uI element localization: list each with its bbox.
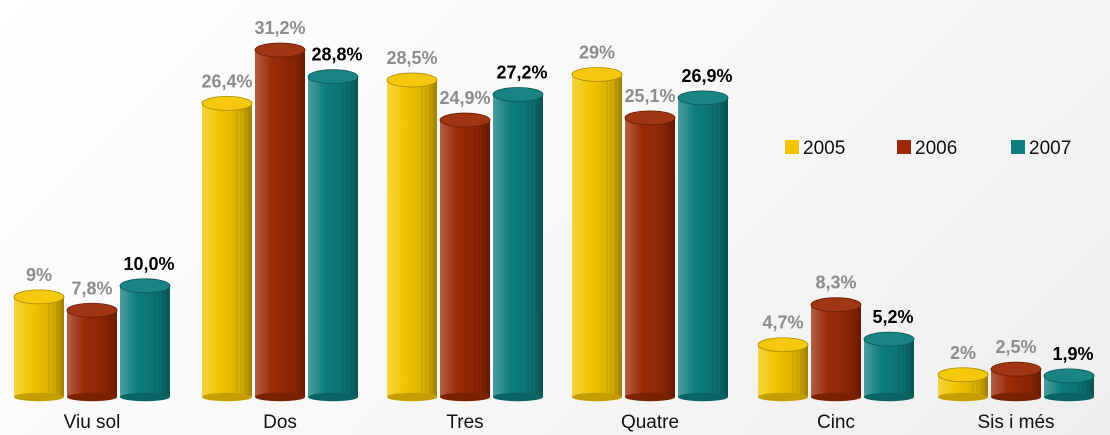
bar-2007-1 (119, 278, 171, 402)
value-label-2007-6: 1,9% (1052, 344, 1093, 364)
bar-2005-5 (757, 337, 809, 402)
value-label-2007-4: 26,9% (681, 66, 732, 86)
bar-2005-6 (937, 367, 989, 402)
category-label-6: Sis i més (977, 412, 1054, 433)
bar-2005-1 (13, 289, 65, 402)
value-label-2005-6: 2% (950, 343, 976, 363)
bar-2006-4 (624, 110, 676, 402)
bar-2006-3 (439, 112, 491, 402)
category-label-5: Cinc (817, 412, 855, 433)
legend-item-2006: 2006 (897, 138, 957, 159)
legend-item-2005: 2005 (785, 138, 845, 159)
bar-2005-3 (386, 72, 438, 402)
value-label-2006-1: 7,8% (71, 278, 112, 298)
bar-2006-6 (990, 361, 1042, 402)
category-label-3: Tres (446, 412, 483, 433)
bar-2005-4 (571, 67, 623, 402)
value-label-2005-4: 29% (579, 42, 615, 62)
value-label-2005-2: 26,4% (201, 71, 252, 91)
legend-label-2007: 2007 (1029, 138, 1071, 159)
legend-item-2007: 2007 (1011, 138, 1071, 159)
value-label-2005-5: 4,7% (762, 313, 803, 333)
value-label-2007-2: 28,8% (311, 45, 362, 65)
value-label-2006-4: 25,1% (624, 86, 675, 106)
value-label-2006-2: 31,2% (254, 18, 305, 38)
bar-2007-6 (1043, 368, 1095, 402)
bars-layer (13, 42, 1095, 402)
bar-2007-2 (307, 69, 359, 402)
category-label-2: Dos (263, 412, 297, 433)
value-label-2007-3: 27,2% (496, 63, 547, 83)
bar-2005-2 (201, 96, 253, 402)
bar-2007-3 (492, 87, 544, 402)
value-label-2005-3: 28,5% (386, 48, 437, 68)
value-label-2007-5: 5,2% (872, 307, 913, 327)
value-label-2006-6: 2,5% (995, 337, 1036, 357)
legend: 2005 2006 2007 (785, 138, 1071, 159)
bar-2007-4 (677, 90, 729, 402)
value-label-2006-5: 8,3% (815, 273, 856, 293)
bar-2006-1 (66, 302, 118, 402)
legend-label-2006: 2006 (915, 138, 957, 159)
bar-2007-5 (863, 331, 915, 402)
legend-swatch-2007 (1011, 140, 1025, 154)
value-label-2007-1: 10,0% (123, 254, 174, 274)
category-label-1: Viu sol (64, 412, 121, 433)
value-label-2005-1: 9% (26, 265, 52, 285)
bar-2006-2 (254, 42, 306, 402)
legend-label-2005: 2005 (803, 138, 845, 159)
legend-swatch-2005 (785, 140, 799, 154)
bar-2006-5 (810, 297, 862, 402)
value-labels-layer: 9% 7,8% 10,0% 26,4% 31,2% 28,8% 28,5%24,9% 27,2… (26, 18, 1094, 364)
category-labels-layer: Viu sol Dos Tres Quatre Cinc Sis i més (64, 412, 1055, 433)
category-label-4: Quatre (621, 412, 679, 433)
legend-swatch-2006 (897, 140, 911, 154)
value-label-2006-3: 24,9% (439, 88, 490, 108)
